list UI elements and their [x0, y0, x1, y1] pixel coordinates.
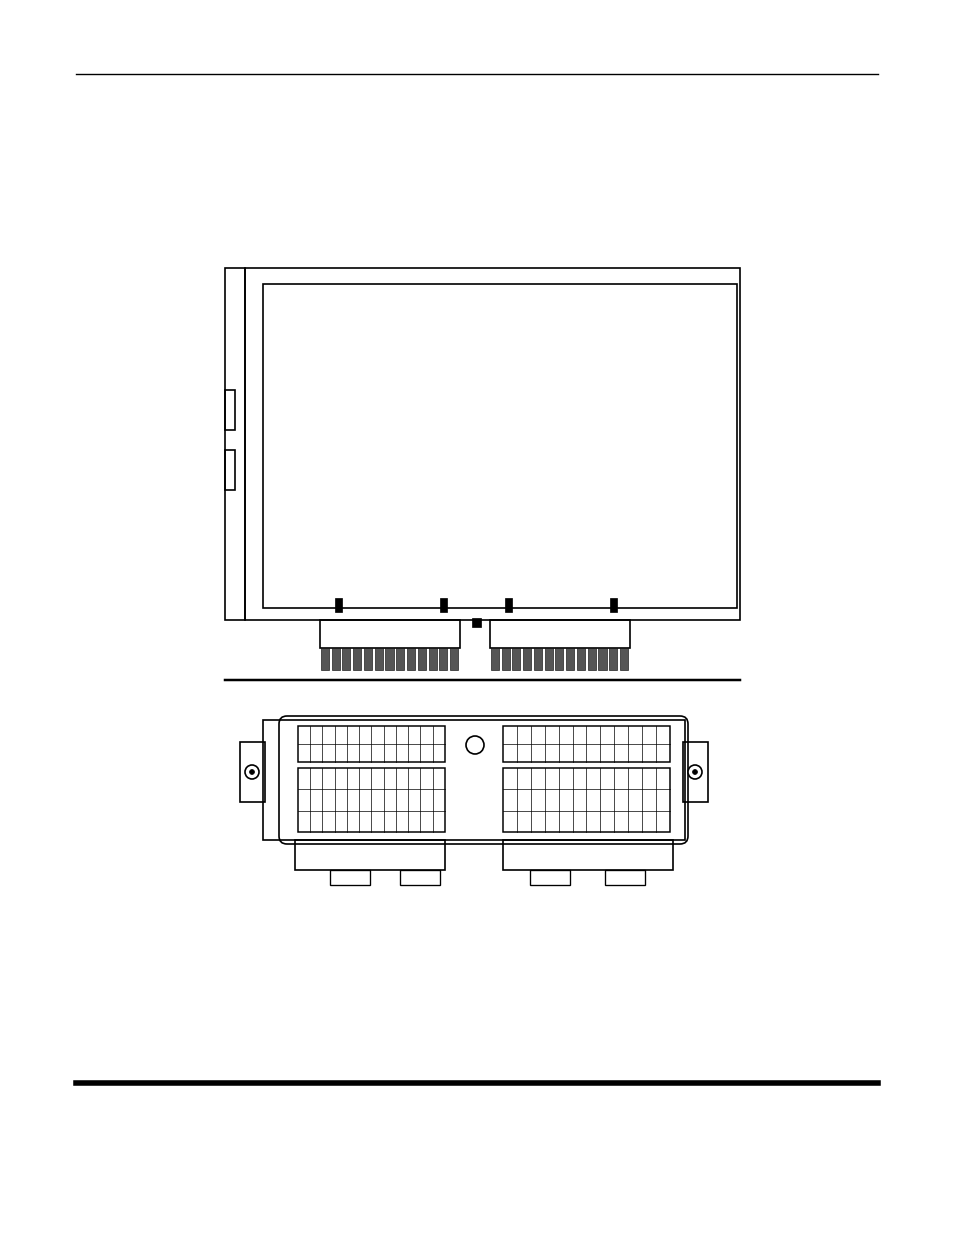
Bar	[353, 648, 361, 671]
Bar	[472, 618, 480, 627]
Bar	[294, 840, 444, 869]
Bar	[555, 648, 563, 671]
Bar	[502, 768, 669, 832]
Bar	[297, 726, 444, 762]
Bar	[504, 598, 512, 613]
Bar	[240, 742, 265, 802]
Bar	[512, 648, 520, 671]
Circle shape	[692, 769, 697, 774]
Bar	[604, 869, 644, 885]
Bar	[407, 648, 415, 671]
Bar	[385, 648, 393, 671]
Bar	[502, 726, 669, 762]
Bar	[395, 648, 404, 671]
Bar	[490, 648, 498, 671]
Bar	[417, 648, 425, 671]
Bar	[439, 598, 447, 613]
Bar	[330, 869, 370, 885]
Bar	[609, 648, 617, 671]
Bar	[619, 648, 627, 671]
Bar	[530, 869, 569, 885]
Bar	[335, 598, 341, 613]
Bar	[319, 620, 459, 648]
Bar	[297, 768, 444, 832]
Bar	[598, 648, 606, 671]
Bar	[587, 648, 596, 671]
Bar	[501, 648, 509, 671]
Circle shape	[245, 764, 258, 779]
Bar	[399, 869, 439, 885]
Bar	[609, 598, 617, 613]
Bar	[225, 450, 234, 490]
Bar	[450, 648, 457, 671]
Circle shape	[250, 769, 254, 774]
Bar	[438, 648, 447, 671]
Bar	[225, 390, 234, 430]
Bar	[534, 648, 541, 671]
Bar	[544, 648, 552, 671]
Bar	[490, 620, 629, 648]
Bar	[263, 720, 684, 840]
Bar	[375, 648, 382, 671]
Bar	[502, 840, 672, 869]
Bar	[225, 268, 245, 620]
Bar	[522, 648, 531, 671]
Bar	[682, 742, 707, 802]
Bar	[577, 648, 584, 671]
Bar	[245, 268, 740, 620]
Bar	[363, 648, 372, 671]
Bar	[428, 648, 436, 671]
Bar	[320, 648, 329, 671]
Bar	[332, 648, 339, 671]
Bar	[263, 284, 737, 608]
Bar	[342, 648, 350, 671]
Bar	[565, 648, 574, 671]
Circle shape	[687, 764, 701, 779]
